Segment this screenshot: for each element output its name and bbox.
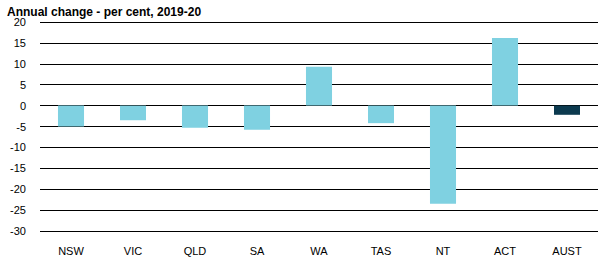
svg-text:5: 5 — [20, 79, 26, 91]
svg-text:ACT: ACT — [494, 245, 516, 257]
svg-text:SA: SA — [250, 245, 265, 257]
svg-text:QLD: QLD — [184, 245, 207, 257]
svg-text:VIC: VIC — [124, 245, 142, 257]
svg-text:15: 15 — [14, 37, 26, 49]
svg-text:WA: WA — [310, 245, 328, 257]
svg-text:TAS: TAS — [371, 245, 392, 257]
svg-text:NT: NT — [436, 245, 451, 257]
svg-text:-10: -10 — [10, 141, 26, 153]
svg-text:-25: -25 — [10, 204, 26, 216]
svg-text:0: 0 — [20, 100, 26, 112]
svg-text:Annual change - per cent, 2019: Annual change - per cent, 2019-20 — [7, 5, 201, 19]
svg-text:-30: -30 — [10, 225, 26, 237]
svg-text:NSW: NSW — [58, 245, 84, 257]
svg-text:-15: -15 — [10, 162, 26, 174]
svg-text:-5: -5 — [16, 121, 26, 133]
svg-text:20: 20 — [13, 16, 26, 28]
svg-text:10: 10 — [14, 58, 26, 70]
svg-text:-20: -20 — [10, 183, 26, 195]
svg-text:AUST: AUST — [552, 245, 582, 257]
